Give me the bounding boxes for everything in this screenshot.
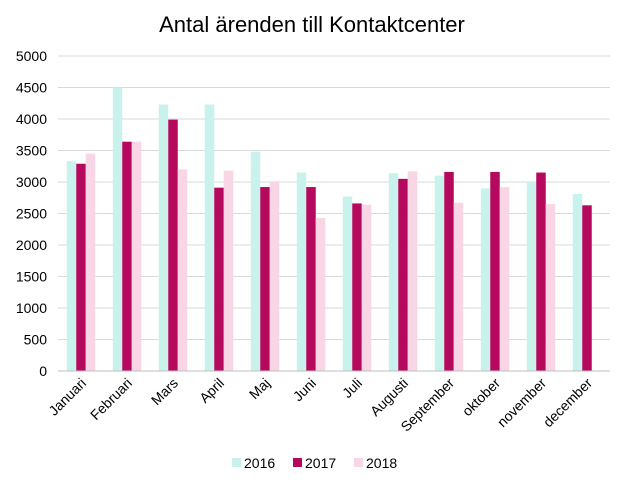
bar-2016-juli: [342, 196, 353, 371]
legend-swatch-2016: [232, 458, 241, 467]
legend-swatch-2018: [354, 458, 363, 467]
y-tick-label: 2500: [16, 206, 47, 222]
bar-2017-december: [582, 205, 592, 371]
bar-2016-mars: [158, 104, 169, 371]
legend-swatch-2017: [293, 458, 302, 467]
bar-2017-maj: [260, 187, 270, 371]
y-tick-label: 4500: [16, 80, 47, 96]
bar-2018-september: [453, 202, 464, 371]
y-tick-label: 0: [39, 363, 47, 379]
bar-2018-februari: [131, 141, 142, 371]
y-tick-label: 5000: [16, 48, 47, 64]
x-tick-label: Februari: [87, 375, 135, 423]
bar-2018-november: [545, 204, 556, 371]
bars: [66, 87, 592, 371]
x-tick-label: April: [196, 375, 227, 406]
y-tick-label: 4000: [16, 111, 47, 127]
bar-2018-augusti: [407, 171, 418, 371]
bar-2018-mars: [177, 169, 188, 371]
y-tick-label: 500: [24, 332, 48, 348]
bar-2017-april: [214, 187, 224, 371]
x-tick-label: Maj: [246, 375, 273, 402]
bar-2016-december: [572, 193, 583, 371]
x-tick-label: Januari: [45, 375, 89, 419]
bar-2016-oktober: [480, 188, 491, 371]
bar-2018-januari: [85, 153, 96, 371]
bar-2017-oktober: [490, 171, 500, 371]
gridlines: [58, 55, 610, 340]
x-tick-label: december: [540, 375, 596, 431]
bar-2017-augusti: [398, 178, 408, 371]
bar-2018-juli: [361, 204, 372, 371]
y-tick-label: 1000: [16, 300, 47, 316]
y-axis-ticks: 0 500 1000 1500 2000 2500 3000 3500 4000 4500 5000: [16, 48, 47, 379]
legend: 2016 2017 2018: [232, 455, 397, 471]
x-tick-label: Juli: [339, 375, 365, 401]
y-tick-label: 1500: [16, 269, 47, 285]
y-tick-label: 2000: [16, 237, 47, 253]
bar-2017-september: [444, 171, 454, 371]
x-tick-label: november: [494, 375, 550, 431]
bar-2016-september: [434, 175, 445, 371]
bar-2016-november: [526, 182, 537, 371]
bar-2016-juni: [296, 172, 307, 371]
bar-2018-maj: [269, 182, 280, 371]
y-tick-label: 3000: [16, 174, 47, 190]
bar-2017-mars: [168, 119, 178, 371]
bar-2017-juli: [352, 203, 362, 371]
bar-2017-februari: [122, 141, 132, 371]
bar-2016-augusti: [388, 173, 399, 371]
bar-2016-januari: [66, 161, 77, 371]
chart-title: Antal ärenden till Kontaktcenter: [159, 12, 465, 37]
x-tick-label: Augusti: [367, 375, 411, 419]
x-tick-label: Mars: [148, 375, 181, 408]
bar-2018-april: [223, 170, 234, 371]
legend-label-2018: 2018: [366, 455, 397, 471]
bar-2018-juni: [315, 217, 326, 371]
y-tick-label: 3500: [16, 143, 47, 159]
legend-label-2017: 2017: [305, 455, 336, 471]
bar-2016-maj: [250, 151, 261, 371]
x-tick-label: Juni: [290, 375, 319, 404]
legend-label-2016: 2016: [244, 455, 275, 471]
bar-2018-oktober: [499, 187, 510, 371]
bar-2017-november: [536, 172, 546, 371]
bar-2016-april: [204, 104, 215, 371]
bar-2016-februari: [112, 87, 123, 371]
x-tick-label: oktober: [459, 375, 504, 420]
bar-2017-juni: [306, 187, 316, 371]
bar-2017-januari: [76, 163, 86, 371]
